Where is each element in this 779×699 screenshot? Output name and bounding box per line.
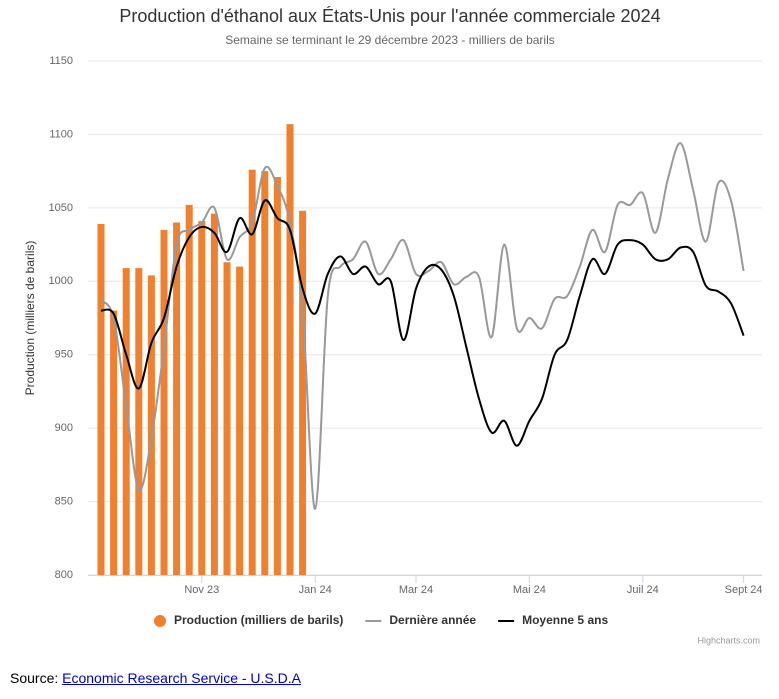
bar [160, 229, 168, 575]
y-tick-label: 1150 [49, 55, 73, 67]
x-tick-label: Juil 24 [627, 584, 659, 596]
bar [135, 268, 143, 575]
bar [286, 124, 294, 576]
legend-label: Dernière année [389, 613, 476, 627]
bar [122, 268, 130, 575]
bar [97, 224, 105, 576]
x-tick-label: Mar 24 [399, 584, 433, 596]
y-tick-label: 800 [55, 569, 73, 581]
bar [210, 213, 218, 575]
chart-title: Production d'éthanol aux États-Unis pour… [119, 6, 660, 26]
bar [110, 310, 118, 575]
source-label: Source: [10, 670, 59, 686]
bar [261, 171, 269, 575]
y-tick-label: 1100 [49, 128, 73, 140]
x-tick-label: Jan 24 [299, 584, 332, 596]
legend-marker [154, 615, 166, 627]
source-link[interactable]: Economic Research Service - U.S.D.A [62, 670, 301, 686]
bar [223, 262, 231, 575]
x-tick-label: Nov 23 [184, 584, 219, 596]
source: Source: Economic Research Service - U.S.… [10, 670, 301, 686]
bar [299, 210, 307, 575]
y-tick-label: 900 [55, 422, 73, 434]
bar [173, 222, 181, 576]
credits: Highcharts.com [697, 635, 760, 645]
bar [273, 177, 281, 575]
chart: Production d'éthanol aux États-Unis pour… [23, 6, 763, 646]
y-tick-label: 850 [55, 495, 73, 507]
bar [147, 275, 155, 575]
x-tick-label: Sept 24 [725, 584, 763, 596]
x-tick-label: Mai 24 [513, 584, 546, 596]
legend-label: Production (milliers de barils) [174, 613, 343, 627]
line [100, 199, 745, 447]
y-tick-label: 1000 [49, 275, 73, 287]
line [100, 142, 745, 510]
bar [248, 169, 256, 575]
y-tick-label: 950 [55, 349, 73, 361]
y-axis-title: Production (milliers de barils) [23, 241, 37, 396]
y-tick-label: 1050 [49, 202, 73, 214]
chart-subtitle: Semaine se terminant le 29 décembre 2023… [225, 33, 555, 47]
bar [185, 204, 193, 576]
legend-label: Moyenne 5 ans [522, 613, 608, 627]
bar [236, 266, 244, 575]
bar [198, 221, 206, 575]
